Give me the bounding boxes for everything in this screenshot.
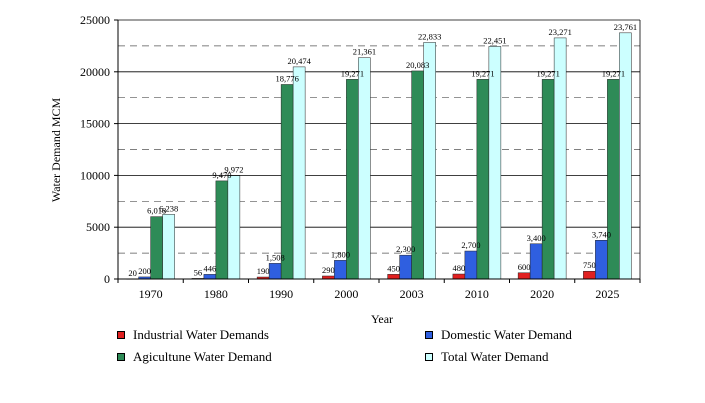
bars-layer	[126, 32, 632, 280]
x-tick-label: 2020	[530, 287, 554, 301]
x-tick-label: 1970	[139, 287, 163, 301]
data-label: 2,300	[396, 244, 415, 254]
x-tick-label: 2003	[400, 287, 424, 301]
x-tick-label: 2010	[465, 287, 489, 301]
data-label: 600	[518, 262, 531, 272]
y-tick-label: 15000	[80, 117, 110, 131]
data-label: 480	[453, 263, 466, 273]
data-label: 2,700	[461, 240, 480, 250]
bar-domestic-2020	[529, 243, 543, 280]
bar-domestic-2025	[595, 240, 608, 280]
data-label: 20,474	[287, 56, 311, 66]
data-label: 446	[204, 263, 217, 273]
data-label: 23,761	[614, 22, 637, 32]
data-label: 22,451	[483, 35, 506, 45]
bar-industrial-2003	[387, 274, 400, 280]
data-label: 6,238	[159, 203, 178, 213]
bar-domestic-1980	[203, 274, 217, 280]
bar-agicultune-1970	[150, 216, 163, 280]
data-label: 19,271	[602, 68, 625, 78]
y-tick-label: 20000	[80, 65, 110, 79]
bar-total-1970	[162, 214, 175, 280]
bar-domestic-2003	[399, 254, 412, 280]
data-label: 3,740	[592, 229, 611, 239]
y-tick-label: 0	[104, 272, 110, 286]
data-label: 23,271	[548, 27, 571, 37]
bar-domestic-2000	[334, 260, 347, 280]
data-label: 19,271	[341, 68, 364, 78]
bar-total-1980	[227, 175, 241, 280]
data-label: 18,776	[275, 73, 298, 83]
bar-industrial-2025	[583, 270, 596, 280]
data-label: 20	[128, 268, 137, 278]
bar-total-2000	[358, 57, 371, 280]
x-tick-label: 1990	[269, 287, 293, 301]
y-axis-label: Water Demand MCM	[49, 97, 63, 202]
bar-agicultune-2025	[607, 79, 620, 280]
data-label: 20,083	[406, 60, 429, 70]
data-label: 290	[322, 265, 335, 275]
data-label: 9,972	[224, 165, 243, 175]
data-label: 450	[387, 263, 400, 273]
x-tick-label: 2025	[595, 287, 619, 301]
bar-agicultune-1980	[215, 180, 229, 280]
data-label: 190	[257, 266, 270, 276]
data-label: 6,018	[147, 206, 166, 216]
data-label: 21,361	[353, 47, 376, 57]
data-label: 19,271	[471, 68, 494, 78]
data-label: 22,833	[418, 31, 441, 41]
data-label: 1,508	[266, 252, 285, 262]
y-tick-label: 10000	[80, 168, 110, 182]
bar-industrial-2010	[452, 273, 466, 280]
x-axis-label: Year	[371, 312, 393, 326]
y-tick-label: 5000	[86, 220, 110, 234]
data-label: 19,271	[536, 68, 559, 78]
bar-domestic-2010	[464, 250, 478, 280]
data-label: 750	[583, 260, 596, 270]
axes-layer: 0 5000 10000 15000 20000 25000 1970 1980 1990 200…	[80, 13, 641, 301]
data-label: 200	[138, 266, 151, 276]
y-tick-label: 25000	[80, 13, 110, 27]
bar-agicultune-1990	[280, 84, 294, 280]
data-label: 3,400	[527, 233, 546, 243]
data-label: 56	[194, 267, 203, 277]
x-tick-label: 1980	[204, 287, 228, 301]
x-tick-label: 2000	[334, 287, 358, 301]
data-label: 1,800	[331, 249, 350, 259]
data-label: 9,470	[212, 170, 231, 180]
bar-total-1990	[292, 66, 306, 280]
bar-domestic-1990	[268, 263, 282, 280]
bar-agicultune-2020	[541, 79, 555, 280]
bar-total-2010	[488, 46, 502, 280]
bar-total-2003	[423, 42, 436, 280]
bar-industrial-2020	[517, 272, 531, 280]
